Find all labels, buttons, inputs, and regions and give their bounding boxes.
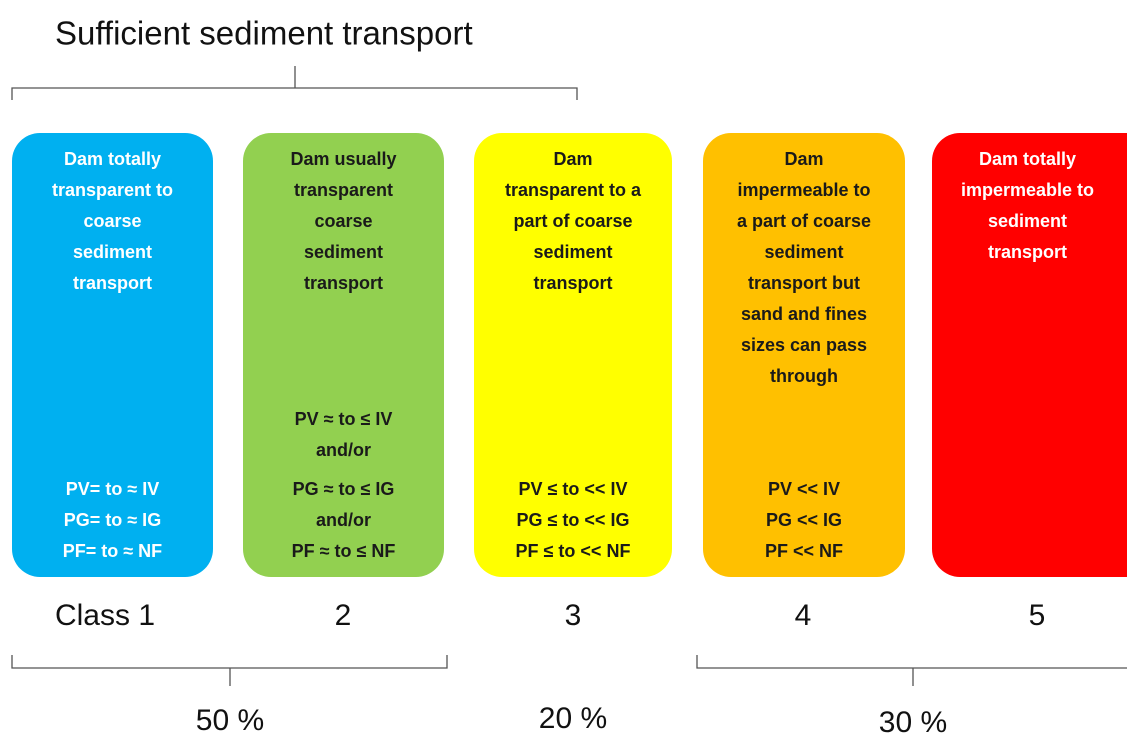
class-description: Dam totally bbox=[64, 149, 161, 169]
class-criterion: and/or bbox=[316, 440, 371, 460]
class-label: 3 bbox=[565, 599, 582, 632]
class-label: 5 bbox=[1029, 599, 1046, 632]
class-description: sediment bbox=[304, 242, 383, 262]
class-description: sediment bbox=[988, 211, 1067, 231]
class-criterion: PF << NF bbox=[765, 541, 843, 561]
class-label: 4 bbox=[795, 599, 812, 632]
class-description: sediment bbox=[764, 242, 843, 262]
bracket-50 bbox=[11, 655, 448, 686]
class-box bbox=[932, 133, 1127, 577]
class-description: transport bbox=[533, 273, 612, 293]
class-criterion: PG ≤ to << IG bbox=[517, 510, 630, 530]
class-description: sizes can pass bbox=[741, 335, 867, 355]
top-bracket bbox=[11, 66, 578, 100]
class-description: a part of coarse bbox=[737, 211, 871, 231]
class-criterion: PG= to ≈ IG bbox=[64, 510, 161, 530]
class-description: transport but bbox=[748, 273, 860, 293]
class-description: part of coarse bbox=[513, 211, 632, 231]
class-description: Dam bbox=[553, 149, 592, 169]
group-label: 20 % bbox=[539, 702, 607, 735]
class-description: coarse bbox=[314, 211, 372, 231]
class-description: sand and fines bbox=[741, 304, 867, 324]
class-box bbox=[703, 133, 905, 577]
class-description: transport bbox=[73, 273, 152, 293]
class-criterion: PV ≈ to ≤ IV bbox=[295, 409, 393, 429]
class-description: transparent bbox=[294, 180, 393, 200]
class-description: impermeable to bbox=[961, 180, 1094, 200]
class-criterion: PF ≤ to << NF bbox=[516, 541, 631, 561]
class-criterion: PV ≤ to << IV bbox=[519, 479, 628, 499]
class-label: Class 1 bbox=[55, 599, 155, 632]
bracket-30 bbox=[696, 655, 1127, 686]
class-description: through bbox=[770, 366, 838, 386]
group-label: 50 % bbox=[196, 704, 264, 737]
title: Sufficient sediment transport bbox=[55, 15, 473, 52]
class-description: Dam totally bbox=[979, 149, 1076, 169]
class-criterion: PV << IV bbox=[768, 479, 840, 499]
class-description: transport bbox=[304, 273, 383, 293]
class-criterion: PV= to ≈ IV bbox=[66, 479, 159, 499]
class-criterion: PG ≈ to ≤ IG bbox=[293, 479, 395, 499]
class-criterion: PF ≈ to ≤ NF bbox=[292, 541, 396, 561]
class-description: transport bbox=[988, 242, 1067, 262]
class-description: sediment bbox=[73, 242, 152, 262]
class-description: transparent to bbox=[52, 180, 173, 200]
class-description: coarse bbox=[83, 211, 141, 231]
class-description: transparent to a bbox=[505, 180, 642, 200]
class-description: Dam bbox=[784, 149, 823, 169]
class-box bbox=[12, 133, 213, 577]
class-criterion: PG << IG bbox=[766, 510, 842, 530]
group-label: 30 % bbox=[879, 706, 947, 739]
class-box bbox=[474, 133, 672, 577]
class-description: sediment bbox=[533, 242, 612, 262]
class-criterion: and/or bbox=[316, 510, 371, 530]
class-label: 2 bbox=[335, 599, 352, 632]
class-box bbox=[243, 133, 444, 577]
class-criterion: PF= to ≈ NF bbox=[63, 541, 162, 561]
class-description: Dam usually bbox=[290, 149, 396, 169]
class-description: impermeable to bbox=[737, 180, 870, 200]
